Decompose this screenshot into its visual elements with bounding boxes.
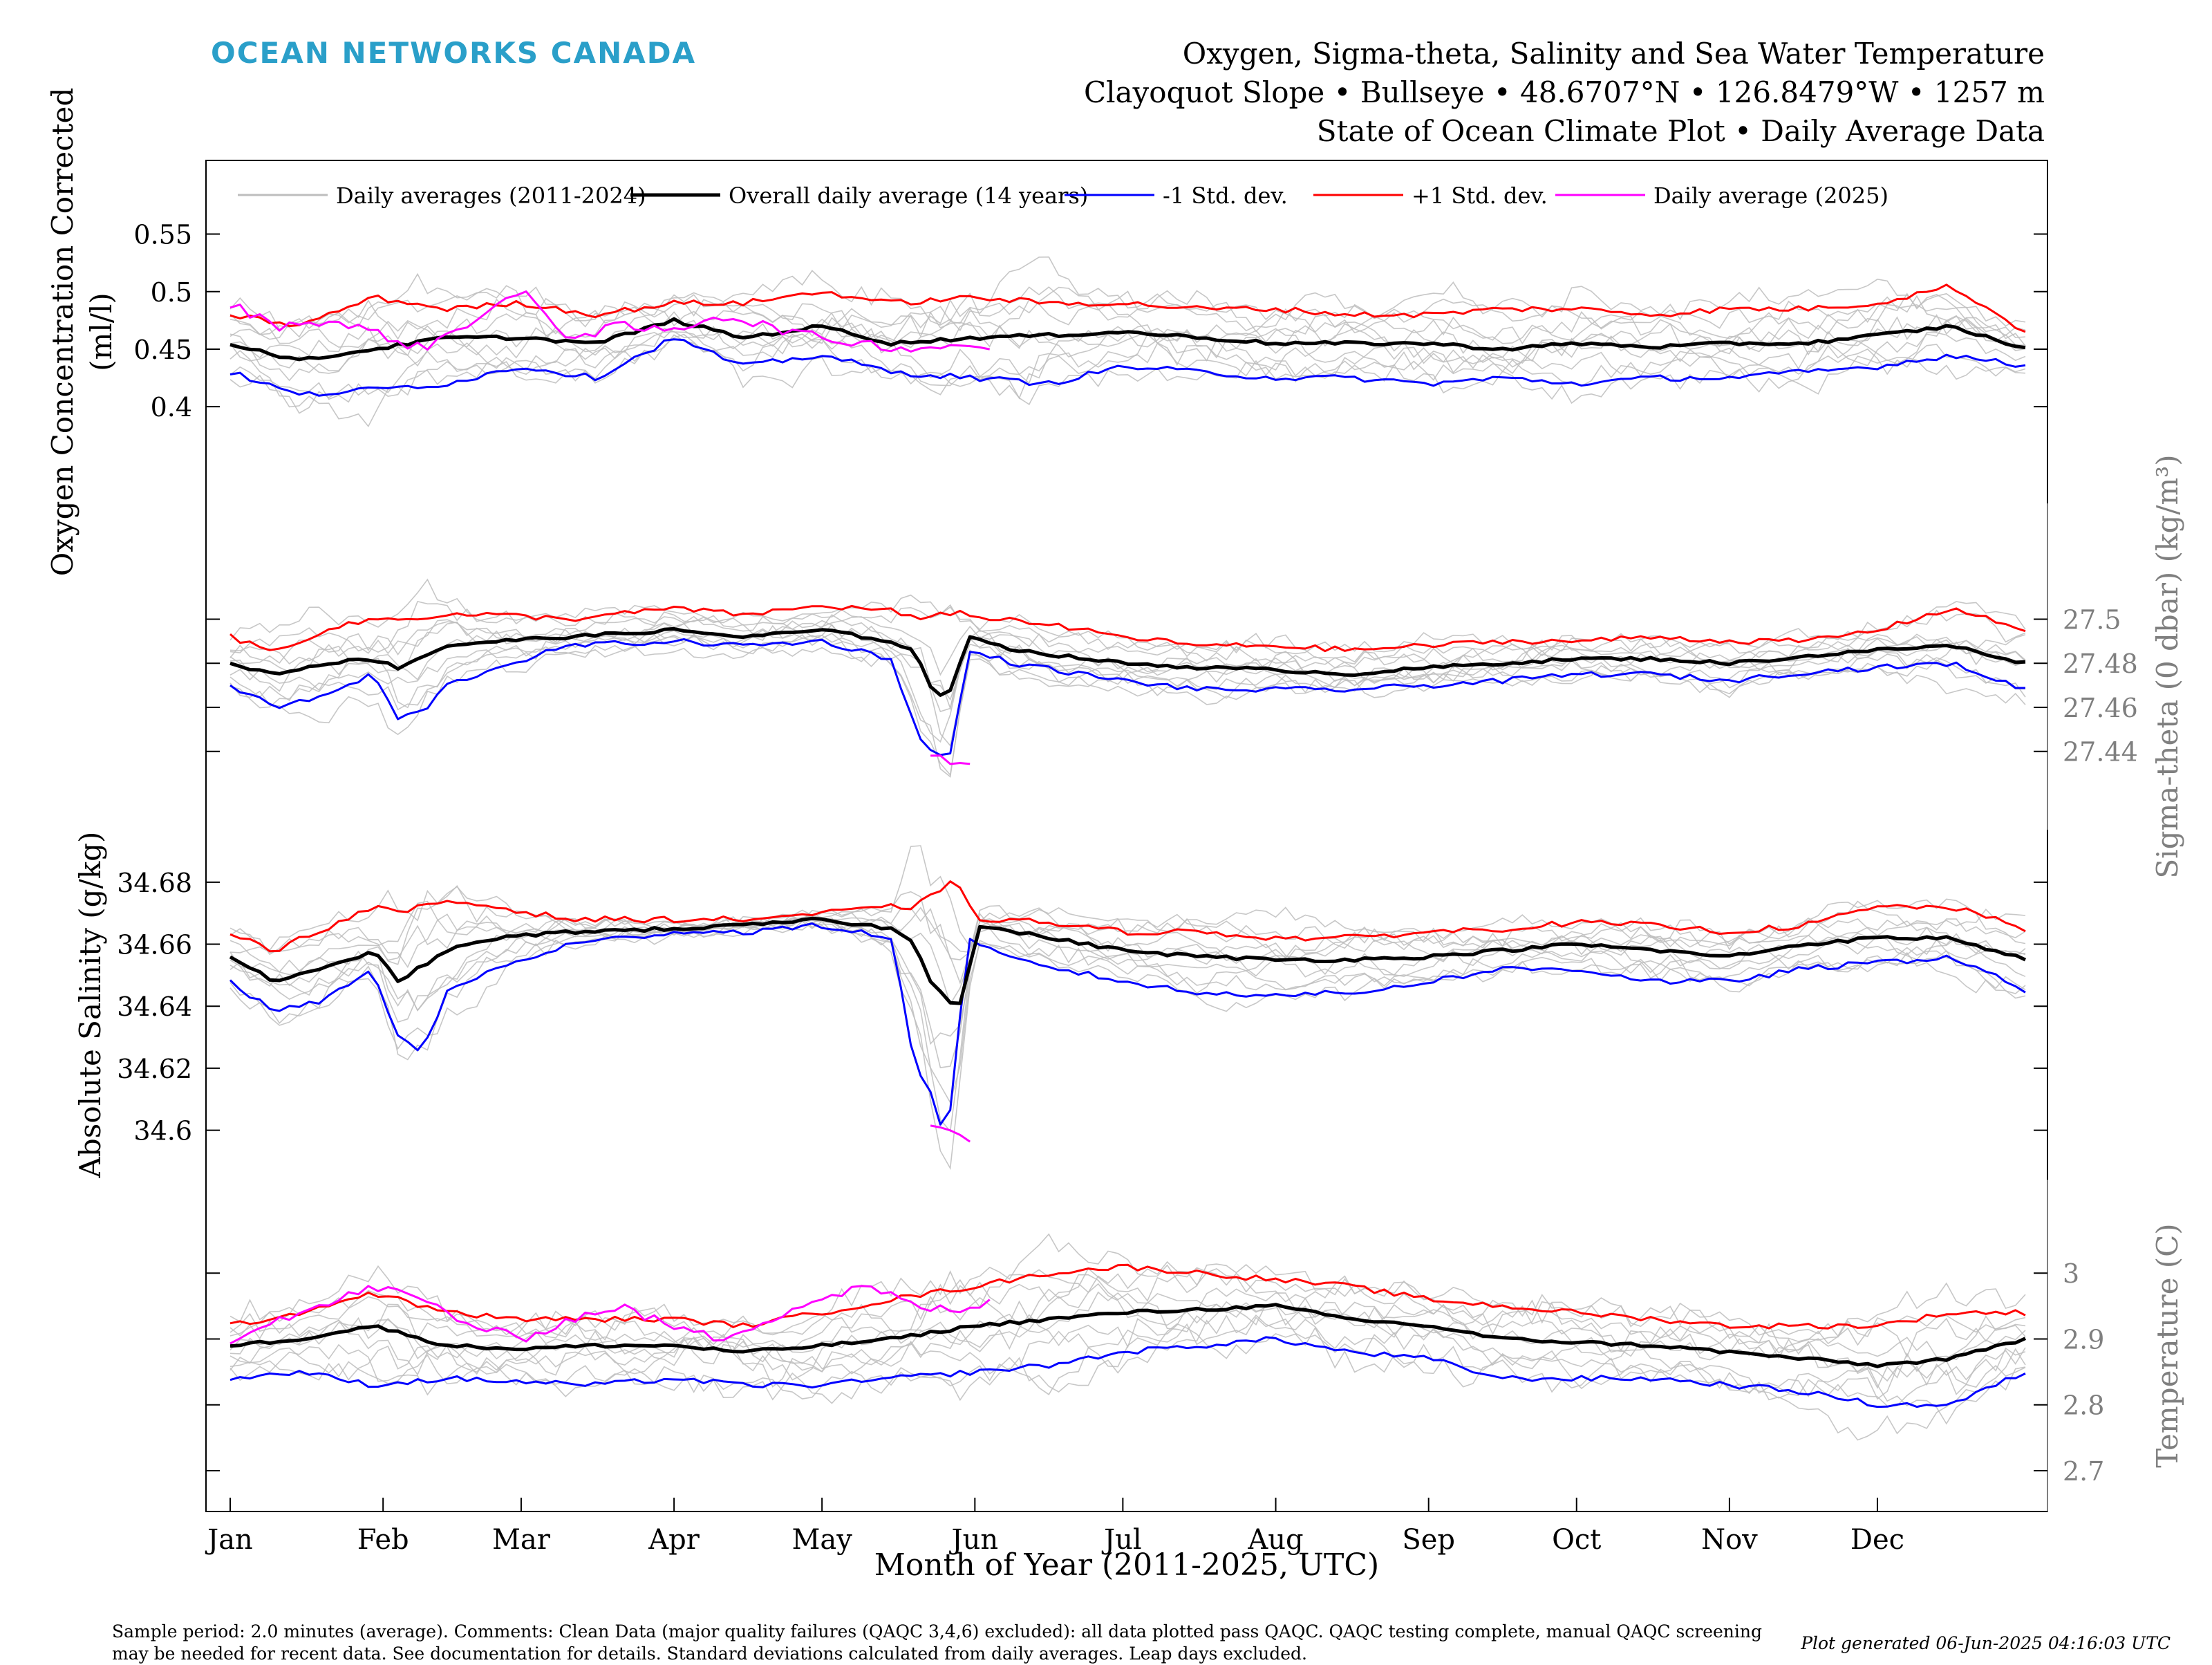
salinity-history-line-10	[229, 845, 2026, 951]
oxygen-tick-label-0: 0.4	[151, 392, 192, 422]
oxygen-minus-std-line	[229, 338, 2026, 397]
title-line-2: Clayoquot Slope • Bullseye • 48.6707°N •…	[1083, 75, 2045, 109]
sigma-theta-current-year-line	[930, 754, 971, 765]
temperature-history-line-6	[229, 1283, 2026, 1389]
plot-generated-timestamp: Plot generated 06-Jun-2025 04:16:03 UTC	[1801, 1633, 2171, 1653]
title-line-3: State of Ocean Climate Plot • Daily Aver…	[1316, 114, 2045, 148]
oxygen-y-axis-title-line-1: Oxygen Concentration Corrected	[46, 88, 79, 576]
oxygen-history-line-4	[229, 315, 2025, 384]
temperature-mean-line	[229, 1303, 2027, 1368]
x-axis-title: Month of Year (2011-2025, UTC)	[874, 1547, 1379, 1583]
salinity-minus-std-line	[229, 922, 2026, 1126]
oxygen-history-line-10	[229, 256, 2026, 333]
salinity-plus-std-line	[229, 880, 2026, 953]
legend-label-5: Daily average (2025)	[1653, 183, 1888, 209]
oxygen-history-line-1	[229, 334, 2026, 406]
oxygen-tick-label-2: 0.5	[151, 277, 192, 308]
legend: Daily averages (2011-2024) Overall daily …	[238, 183, 1888, 209]
salinity-tick-label-4: 34.68	[117, 868, 192, 898]
sigma-theta-minus-std-line	[229, 638, 2025, 756]
salinity-tick-label-0: 34.6	[133, 1116, 192, 1146]
legend-label-2: Overall daily average (14 years)	[729, 183, 1088, 209]
oxygen-tick-label-3: 0.55	[133, 220, 192, 250]
salinity-mean-line	[229, 916, 2027, 1005]
sigma-theta-plus-std-line	[229, 604, 2026, 653]
x-tick-label-may: May	[791, 1524, 852, 1556]
temperature-tick-label-0: 2.7	[2063, 1456, 2104, 1487]
axes-layer: 0.4 0.45 0.5 0.55 Oxygen Concentration Corre…	[46, 88, 2184, 1583]
sigma-theta-y-axis-title: Sigma-theta (0 dbar) (kg/m³)	[2150, 454, 2184, 878]
temperature-tick-label-3: 3	[2063, 1258, 2079, 1289]
sigma-theta-history-line-4	[229, 624, 2026, 743]
x-tick-label-apr: Apr	[648, 1524, 700, 1556]
legend-label-3: -1 Std. dev.	[1163, 183, 1288, 209]
salinity-tick-label-1: 34.62	[117, 1054, 192, 1084]
oxygen-tick-label-1: 0.45	[133, 335, 192, 365]
ocean-networks-canada-logo: OCEAN NETWORKS CANADA	[211, 36, 697, 70]
salinity-history-line-2	[229, 920, 2026, 1104]
oxygen-current-year-line	[229, 290, 990, 353]
x-tick-label-oct: Oct	[1552, 1524, 1601, 1556]
legend-label-1: Daily averages (2011-2024)	[336, 183, 646, 209]
oxygen-plus-std-line	[229, 283, 2026, 333]
temperature-current-year-line	[229, 1285, 991, 1345]
temperature-history-line-8	[229, 1261, 2026, 1351]
temperature-history-line-3	[229, 1317, 2026, 1425]
sigma-theta-history-line-3	[229, 633, 2026, 747]
oxygen-history-line-9	[229, 286, 2026, 345]
x-tick-label-jun: Jun	[949, 1524, 999, 1556]
history-lines-layer	[229, 256, 2026, 1441]
temperature-history-line-2	[229, 1314, 2026, 1407]
x-tick-label-mar: Mar	[492, 1524, 551, 1556]
temperature-minus-std-line	[229, 1336, 2026, 1408]
sigma-theta-tick-label-3: 27.5	[2063, 604, 2121, 635]
salinity-y-axis-title: Absolute Salinity (g/kg)	[73, 832, 107, 1179]
salinity-history-line-7	[229, 907, 2026, 969]
temperature-history-line-4	[229, 1291, 2026, 1400]
legend-label-4: +1 Std. dev.	[1412, 183, 1548, 209]
salinity-history-line-6	[229, 916, 2026, 1006]
sigma-theta-history-line-6	[229, 615, 2026, 701]
x-tick-label-aug: Aug	[1247, 1524, 1303, 1556]
temperature-tick-label-1: 2.8	[2063, 1390, 2104, 1421]
sigma-theta-tick-label-1: 27.46	[2063, 693, 2138, 723]
sigma-theta-tick-label-0: 27.44	[2063, 737, 2138, 768]
oxygen-mean-line	[229, 317, 2026, 362]
salinity-history-line-8	[229, 900, 2026, 985]
x-tick-label-jan: Jan	[205, 1524, 253, 1556]
oxygen-y-axis-title-line-2: (ml/l)	[84, 292, 118, 371]
oxygen-history-line-8	[229, 286, 2026, 346]
series-lines-layer	[229, 283, 2027, 1408]
plot-title: Oxygen, Sigma-theta, Salinity and Sea Wa…	[1084, 35, 2045, 151]
x-tick-label-dec: Dec	[1850, 1524, 1904, 1556]
oxygen-history-line-2	[229, 333, 2026, 428]
x-tick-label-jul: Jul	[1101, 1524, 1142, 1556]
temperature-tick-label-2: 2.9	[2063, 1324, 2104, 1355]
x-tick-label-feb: Feb	[357, 1524, 409, 1556]
sigma-theta-tick-label-2: 27.48	[2063, 649, 2138, 679]
sample-period-note: Sample period: 2.0 minutes (average). Co…	[112, 1621, 1763, 1664]
oxygen-history-line-3	[229, 327, 2026, 414]
salinity-tick-label-3: 34.66	[117, 930, 192, 960]
sigma-theta-mean-line	[229, 626, 2026, 697]
salinity-tick-label-2: 34.64	[117, 992, 192, 1022]
salinity-current-year-line	[930, 1124, 971, 1143]
x-tick-label-sep: Sep	[1402, 1524, 1455, 1556]
temperature-history-line-7	[229, 1274, 2026, 1363]
sigma-theta-history-line-9	[229, 600, 2026, 658]
title-line-1: Oxygen, Sigma-theta, Salinity and Sea Wa…	[1182, 37, 2045, 71]
temperature-plus-std-line	[229, 1263, 2026, 1330]
x-tick-label-nov: Nov	[1701, 1524, 1758, 1556]
temperature-history-line-10	[229, 1233, 2026, 1337]
temperature-y-axis-title: Temperature (C)	[2150, 1223, 2184, 1467]
sigma-theta-history-line-1	[229, 645, 2026, 778]
salinity-history-line-5	[229, 918, 2026, 1045]
